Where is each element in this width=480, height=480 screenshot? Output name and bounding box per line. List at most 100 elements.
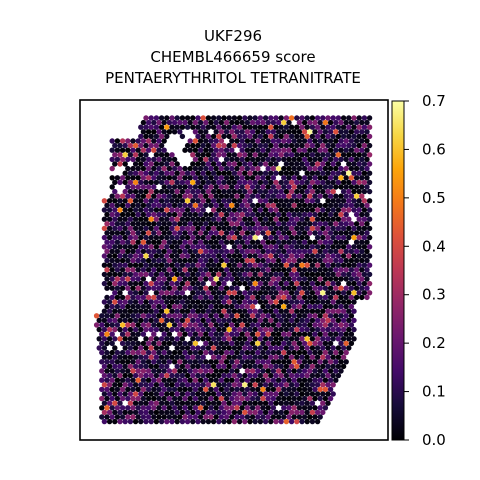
- spot-point: [229, 221, 235, 227]
- spot-point: [216, 234, 222, 241]
- spot-point: [143, 418, 149, 425]
- spot-point: [174, 400, 180, 406]
- spot-point: [348, 138, 355, 144]
- spot-point: [317, 349, 323, 356]
- spot-point: [340, 198, 347, 204]
- spot-point: [156, 257, 162, 264]
- spot-point: [218, 221, 225, 227]
- spot-point: [257, 216, 264, 222]
- spot-point: [130, 377, 136, 383]
- spot-point: [317, 359, 323, 365]
- spot-point: [190, 234, 196, 241]
- spot-point: [143, 179, 149, 186]
- spot-point: [296, 377, 303, 383]
- spot-point: [179, 225, 186, 232]
- spot-point: [325, 326, 331, 333]
- spot-point: [346, 170, 352, 176]
- spot-point: [213, 285, 219, 291]
- spot-point: [127, 216, 134, 222]
- spot-point: [268, 188, 274, 195]
- spot-point: [197, 395, 204, 402]
- spot-point: [291, 175, 297, 181]
- spot-point: [304, 216, 310, 222]
- spot-point: [151, 147, 157, 153]
- spot-point: [143, 115, 149, 121]
- spot-point: [229, 138, 235, 144]
- spot-point: [114, 405, 121, 411]
- spot-point: [148, 363, 154, 370]
- spot-point: [187, 276, 193, 282]
- spot-point: [140, 303, 147, 310]
- spot-point: [197, 221, 204, 227]
- spot-point: [286, 239, 292, 245]
- spot-point: [117, 179, 123, 186]
- spot-point: [322, 386, 329, 393]
- spot-point: [203, 313, 209, 319]
- spot-point: [166, 331, 173, 337]
- spot-point: [353, 119, 360, 126]
- spot-point: [260, 202, 266, 209]
- spot-point: [335, 207, 342, 213]
- spot-point: [314, 262, 321, 268]
- spot-point: [317, 368, 323, 374]
- spot-point: [216, 188, 222, 195]
- spot-point: [164, 290, 170, 296]
- spot-point: [231, 188, 238, 195]
- spot-point: [205, 326, 212, 333]
- spot-point: [294, 216, 300, 222]
- spot-point: [226, 372, 232, 379]
- spot-point: [221, 161, 227, 167]
- spot-point: [117, 336, 123, 342]
- spot-point: [291, 377, 297, 383]
- spot-point: [171, 257, 178, 264]
- spot-point: [208, 414, 214, 420]
- colorbar-tick-label: 0.1: [422, 383, 446, 401]
- spot-point: [203, 349, 209, 356]
- spot-point: [314, 280, 321, 287]
- spot-point: [169, 391, 175, 397]
- spot-point: [330, 133, 336, 140]
- spot-point: [145, 405, 152, 411]
- spot-point: [104, 257, 110, 264]
- spot-point: [234, 313, 240, 319]
- spot-point: [221, 170, 227, 176]
- spot-point: [190, 207, 196, 213]
- spot-point: [158, 326, 165, 333]
- spot-point: [320, 124, 326, 130]
- spot-point: [320, 207, 326, 213]
- spot-point: [351, 244, 357, 250]
- spot-point: [140, 340, 147, 347]
- spot-point: [177, 303, 183, 310]
- spot-point: [247, 280, 253, 287]
- spot-point: [226, 225, 232, 232]
- spot-point: [296, 405, 303, 411]
- spot-point: [301, 248, 308, 255]
- spot-point: [301, 276, 308, 282]
- spot-point: [262, 262, 269, 268]
- spot-point: [148, 133, 154, 140]
- spot-point: [187, 331, 193, 337]
- spot-point: [190, 170, 196, 176]
- spot-point: [174, 115, 180, 121]
- spot-point: [260, 285, 266, 291]
- spot-point: [281, 322, 287, 328]
- spot-point: [195, 336, 201, 342]
- spot-point: [164, 262, 170, 268]
- spot-point: [283, 216, 290, 222]
- spot-point: [278, 244, 284, 250]
- spot-point: [312, 211, 318, 218]
- spot-point: [156, 129, 162, 135]
- spot-point: [161, 294, 167, 301]
- spot-point: [210, 280, 217, 287]
- spot-point: [314, 142, 321, 149]
- spot-point: [213, 239, 219, 245]
- spot-point: [312, 156, 318, 163]
- spot-point: [184, 354, 191, 360]
- spot-point: [171, 322, 178, 328]
- spot-point: [325, 115, 331, 121]
- spot-point: [122, 363, 128, 370]
- spot-point: [294, 179, 300, 186]
- spot-point: [330, 372, 336, 379]
- spot-point: [231, 115, 238, 121]
- spot-point: [208, 175, 214, 181]
